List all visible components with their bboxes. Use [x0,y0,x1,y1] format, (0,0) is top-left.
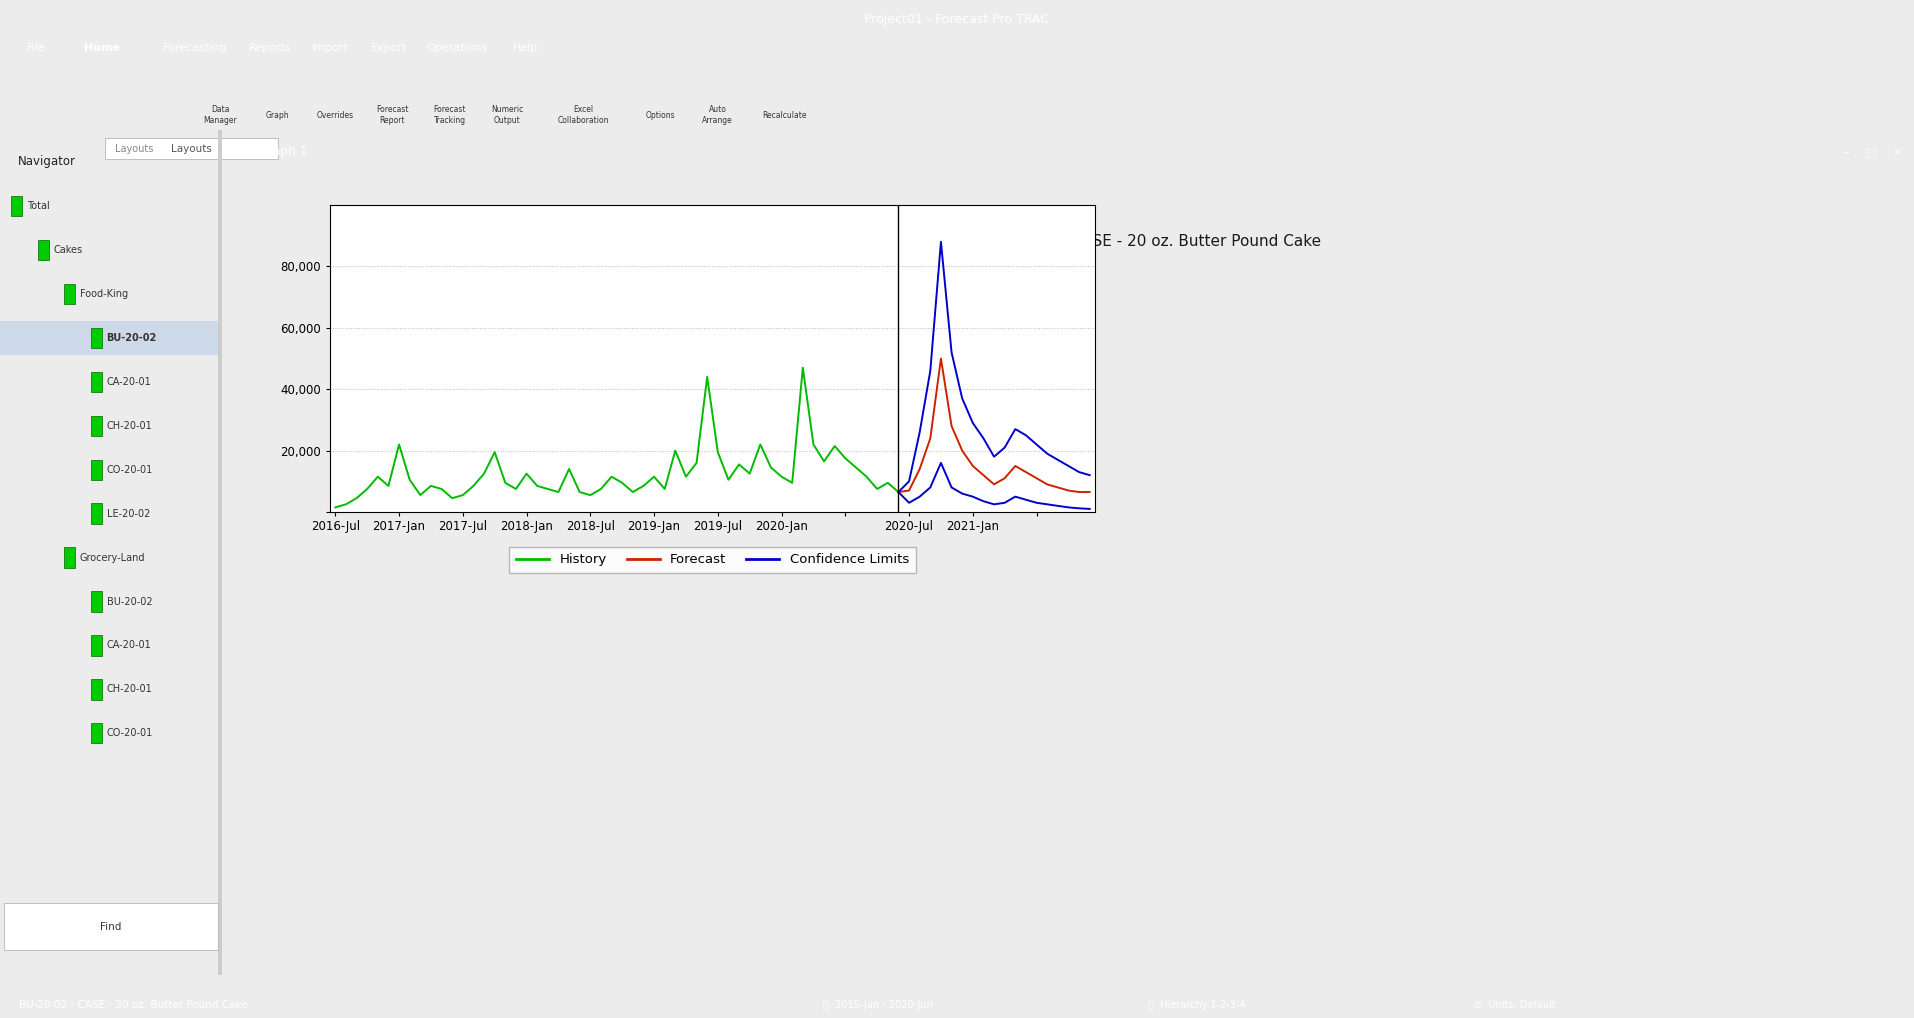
Text: Export: Export [371,44,408,53]
Bar [92,635,101,656]
Text: CH-20-01: CH-20-01 [107,420,153,431]
Text: Find: Find [100,922,122,931]
Text: □: □ [1866,147,1878,157]
Text: Options: Options [645,111,676,119]
Text: CO-20-01: CO-20-01 [107,464,153,474]
Bar [92,504,101,524]
Bar [92,679,101,699]
Text: Grocery-Land: Grocery-Land [80,553,145,563]
Text: 🔲  Hierarchy 1-2-3-4: 🔲 Hierarchy 1-2-3-4 [1148,1001,1246,1011]
Text: Operations: Operations [427,44,488,53]
Text: BU-20-02: BU-20-02 [107,597,153,607]
Bar [218,130,222,975]
Text: ≡  Graph 1: ≡ Graph 1 [239,146,308,159]
Text: CA-20-01: CA-20-01 [107,377,151,387]
Bar [92,415,101,436]
Bar [11,195,23,216]
Text: Import: Import [312,44,348,53]
Text: CA-20-01: CA-20-01 [107,640,151,651]
Text: Layouts: Layouts [170,144,212,154]
Text: –: – [1843,147,1849,157]
Text: Data
Manager: Data Manager [203,105,237,124]
Text: CO-20-01: CO-20-01 [107,728,153,738]
Text: ×: × [1893,147,1903,157]
Text: Forecasting: Forecasting [163,44,228,53]
Text: File: File [27,44,46,53]
Text: LE-20-02: LE-20-02 [107,509,149,518]
Text: BU-20-02: BU-20-02 [107,333,157,343]
Text: Home: Home [84,44,121,53]
Bar [105,137,278,159]
Bar [92,591,101,612]
Text: Forecast
Report: Forecast Report [377,105,408,124]
Text: ⊘  Units: Default: ⊘ Units: Default [1474,1001,1556,1011]
Text: Navigator: Navigator [17,156,77,168]
Bar [92,328,101,348]
Text: CH-20-01: CH-20-01 [107,684,153,694]
Bar [65,548,75,568]
Text: Auto
Arrange: Auto Arrange [702,105,733,124]
Text: Reports: Reports [249,44,291,53]
Text: Total: Total [27,201,50,211]
Text: 📅  2015-Jan - 2020-Jun: 📅 2015-Jan - 2020-Jun [823,1001,932,1011]
Text: Food-King: Food-King [80,289,128,299]
Text: Cakes: Cakes [54,245,82,254]
Text: Excel
Collaboration: Excel Collaboration [559,105,609,124]
Bar [65,284,75,304]
Text: Forecast
Tracking: Forecast Tracking [434,105,465,124]
Bar [4,903,218,950]
Text: Help: Help [513,44,538,53]
Bar [92,372,101,392]
Bar [38,240,50,261]
Bar [0,321,218,354]
Bar [92,459,101,479]
Text: Layouts: Layouts [115,144,153,154]
Bar [92,723,101,743]
Text: BU-20-02 - CASE - 20 oz. Butter Pound Cake: BU-20-02 - CASE - 20 oz. Butter Pound Ca… [984,234,1321,248]
Text: BU-20-02 - CASE - 20 oz. Butter Pound Cake: BU-20-02 - CASE - 20 oz. Butter Pound Ca… [19,1001,247,1011]
Text: Project01 - Forecast Pro TRAC: Project01 - Forecast Pro TRAC [865,13,1049,25]
Text: Recalculate: Recalculate [762,111,808,119]
Legend: History, Forecast, Confidence Limits: History, Forecast, Confidence Limits [509,547,915,573]
Text: Numeric
Output: Numeric Output [492,105,523,124]
Text: Graph: Graph [266,111,289,119]
Text: Overrides: Overrides [316,111,354,119]
